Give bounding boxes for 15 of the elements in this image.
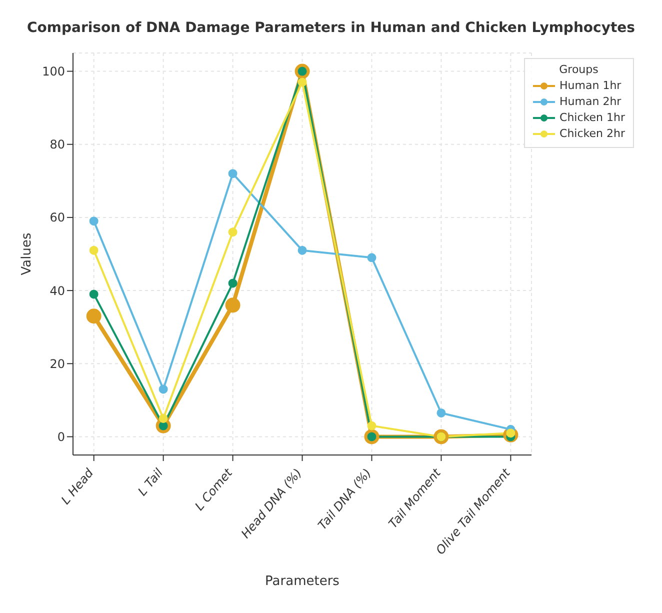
y-tick-label: 80 bbox=[50, 138, 65, 152]
x-tick-label: L Tail bbox=[135, 465, 166, 498]
y-tick-label: 40 bbox=[50, 284, 65, 298]
legend-label: Human 2hr bbox=[560, 95, 622, 108]
chart-title: Comparison of DNA Damage Parameters in Human and Chicken Lymphocytes bbox=[26, 20, 636, 36]
legend-title: Groups bbox=[558, 63, 600, 76]
y-axis-title: Values bbox=[20, 232, 35, 276]
x-axis-title: Parameters bbox=[265, 574, 340, 589]
legend-label: Human 1hr bbox=[560, 79, 622, 92]
legend-label: Chicken 2hr bbox=[560, 127, 625, 140]
y-tick-label: 20 bbox=[50, 356, 65, 371]
y-tick-label: 0 bbox=[57, 430, 65, 444]
y-tick-label: 100 bbox=[42, 64, 65, 79]
legend-label: Chicken 1hr bbox=[560, 111, 625, 124]
y-tick-label: 60 bbox=[50, 210, 65, 225]
